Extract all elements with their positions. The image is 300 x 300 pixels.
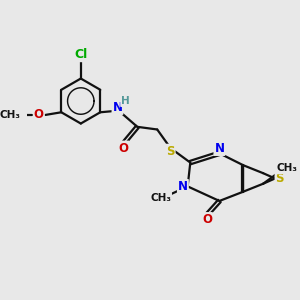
Text: O: O [34,108,44,122]
Text: N: N [112,101,122,114]
Text: CH₃: CH₃ [150,193,171,202]
Text: N: N [214,142,224,155]
Text: H: H [121,96,130,106]
Text: S: S [166,145,175,158]
Text: CH₃: CH₃ [276,164,297,173]
Text: O: O [118,142,129,154]
Text: CH₃: CH₃ [0,110,21,120]
Text: N: N [178,180,188,193]
Text: Cl: Cl [74,48,87,61]
Text: S: S [275,172,284,185]
Text: O: O [202,213,212,226]
